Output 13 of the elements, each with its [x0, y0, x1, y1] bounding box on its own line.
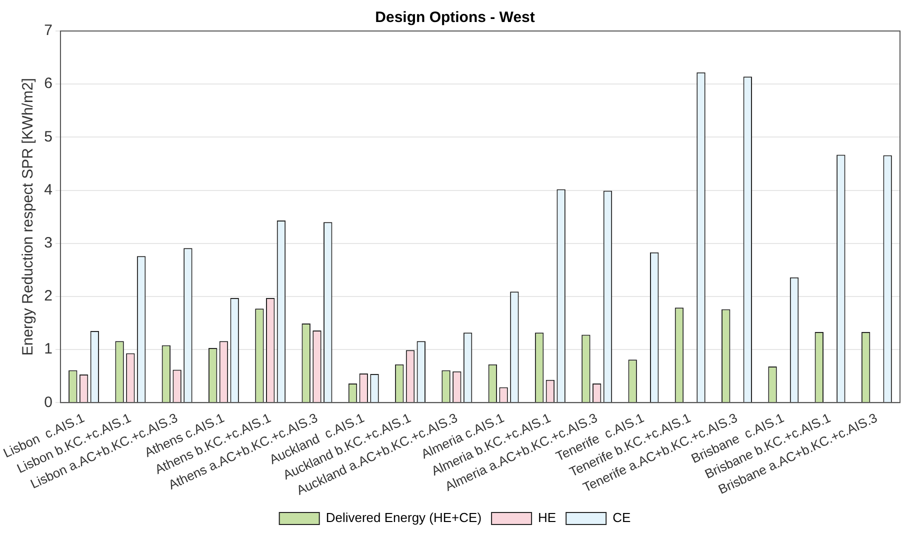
y-tick-label: 1	[44, 340, 52, 358]
y-tick-label: 4	[44, 181, 52, 198]
y-tick-label: 7	[44, 22, 52, 40]
y-tick-label: 3	[44, 234, 52, 252]
y-tick-label: 2	[44, 288, 52, 305]
y-tick-label: 0	[44, 394, 52, 411]
y-tick-label: 6	[44, 75, 52, 92]
legend-label: CE	[612, 510, 631, 526]
chart-title: Design Options - West	[375, 9, 535, 26]
y-tick-label: 5	[44, 128, 52, 146]
legend-label: HE	[538, 510, 556, 526]
y-axis-title: Energy Reduction respect SPR [KWh/m2]	[19, 78, 36, 356]
legend-label: Delivered Energy (HE+CE)	[326, 510, 482, 526]
